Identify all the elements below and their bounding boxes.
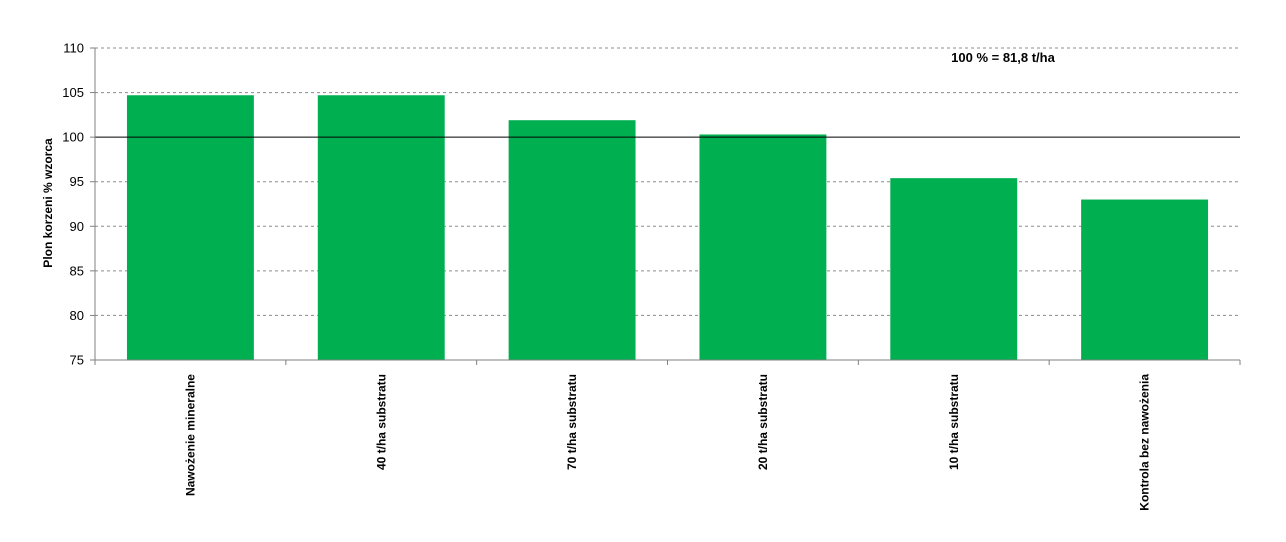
x-category-label: Kontrola bez nawożenia — [1138, 374, 1152, 511]
y-tick-label: 80 — [70, 308, 84, 323]
axes — [90, 47, 1241, 365]
x-category-label: 40 t/ha substratu — [374, 374, 388, 470]
gridlines — [95, 47, 1240, 316]
bar — [508, 120, 636, 360]
x-category-label: 20 t/ha substratu — [756, 374, 770, 470]
chart-annotation: 100 % = 81,8 t/ha — [951, 50, 1055, 65]
bar — [126, 95, 254, 360]
y-tick-labels: 75 80 85 90 95 100 105 110 — [62, 41, 84, 368]
x-category-label: 70 t/ha substratu — [565, 374, 579, 470]
bar — [699, 134, 827, 360]
y-tick-label: 90 — [70, 219, 84, 234]
y-axis-title: Plon korzeni % wzorca — [41, 138, 55, 268]
y-tick-label: 85 — [70, 263, 84, 278]
bars — [126, 95, 1209, 360]
x-category-labels: Nawożenie mineralne 40 t/ha substratu 70 t… — [183, 374, 1151, 511]
y-tick-label: 75 — [70, 353, 84, 368]
y-tick-label: 100 — [62, 130, 84, 145]
x-category-label: Nawożenie mineralne — [183, 374, 197, 496]
y-tick-label: 95 — [70, 174, 84, 189]
x-category-label: 10 t/ha substratu — [947, 374, 961, 470]
bar — [317, 95, 445, 360]
bar — [1081, 199, 1209, 360]
y-tick-label: 110 — [63, 41, 84, 56]
y-tick-label: 105 — [62, 85, 84, 100]
bar — [890, 178, 1018, 360]
